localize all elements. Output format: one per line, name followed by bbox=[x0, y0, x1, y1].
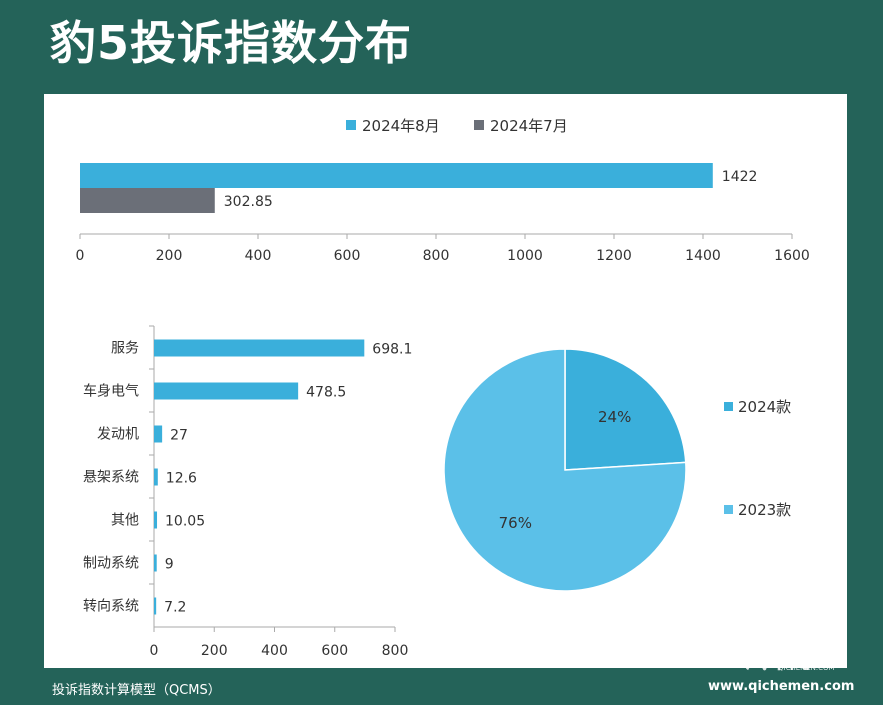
charts-canvas: 2024年8月 2024年7月 1422 302.85 0 200 400 600 800 100… bbox=[76, 117, 810, 659]
x-tick-label: 600 bbox=[334, 248, 361, 264]
legend-swatch bbox=[474, 120, 484, 130]
bar bbox=[80, 188, 215, 213]
x-tick-label: 1400 bbox=[685, 248, 721, 264]
category-label: 转向系统 bbox=[83, 599, 139, 615]
legend-swatch bbox=[724, 402, 733, 411]
data-label: 12.6 bbox=[166, 471, 197, 487]
category-label: 服务 bbox=[111, 341, 139, 357]
data-label: 478.5 bbox=[306, 385, 346, 401]
chart-panel: 2024年8月 2024年7月 1422 302.85 0 200 400 600 800 100… bbox=[44, 94, 847, 668]
x-tick-label: 1600 bbox=[774, 248, 810, 264]
bar bbox=[154, 554, 157, 572]
category-label: 其他 bbox=[111, 513, 139, 529]
x-tick-label: 0 bbox=[76, 248, 85, 264]
data-label: 27 bbox=[170, 428, 188, 444]
x-tick-label: 1000 bbox=[507, 248, 543, 264]
legend-label: 2024年7月 bbox=[490, 117, 568, 135]
bar bbox=[154, 382, 299, 400]
logo-text: 汽车门 bbox=[745, 649, 812, 674]
x-tick-label: 0 bbox=[150, 643, 159, 659]
bar bbox=[154, 468, 158, 486]
category-label: 悬架系统 bbox=[83, 470, 139, 486]
x-tick-label: 200 bbox=[156, 248, 183, 264]
slice-label: 76% bbox=[499, 514, 532, 532]
site-logo: 汽车门 bbox=[745, 643, 811, 675]
legend-swatch bbox=[346, 120, 356, 130]
site-logo-sub: QICHEMEN.COM bbox=[778, 664, 835, 672]
data-label: 1422 bbox=[722, 169, 758, 185]
x-tick-label: 1200 bbox=[596, 248, 632, 264]
x-tick-label: 400 bbox=[261, 643, 288, 659]
x-tick-label: 200 bbox=[201, 643, 228, 659]
x-tick-label: 600 bbox=[321, 643, 348, 659]
footer-site-url: www.qichemen.com bbox=[708, 679, 855, 694]
legend-label: 2023款 bbox=[738, 501, 791, 519]
bar bbox=[80, 163, 713, 188]
page-title: 豹5投诉指数分布 bbox=[50, 16, 413, 70]
footer-model-label: 投诉指数计算模型（QCMS） bbox=[52, 683, 221, 698]
x-tick-label: 800 bbox=[423, 248, 450, 264]
data-label: 10.05 bbox=[165, 514, 205, 530]
x-tick-label: 400 bbox=[245, 248, 272, 264]
legend-label: 2024款 bbox=[738, 398, 791, 416]
pie-slice bbox=[564, 348, 687, 471]
pie-slice bbox=[443, 348, 687, 592]
bar bbox=[154, 339, 365, 357]
data-label: 9 bbox=[165, 557, 174, 573]
slice-label: 24% bbox=[598, 408, 631, 426]
x-tick-label: 800 bbox=[382, 643, 409, 659]
bar bbox=[154, 597, 157, 615]
data-label: 302.85 bbox=[224, 194, 273, 210]
data-label: 7.2 bbox=[164, 600, 186, 616]
category-label: 车身电气 bbox=[83, 383, 139, 400]
bar bbox=[154, 425, 163, 443]
legend-label: 2024年8月 bbox=[362, 117, 440, 135]
category-label: 制动系统 bbox=[83, 556, 139, 572]
data-label: 698.1 bbox=[372, 342, 412, 358]
category-label: 发动机 bbox=[97, 427, 139, 443]
bar bbox=[154, 511, 158, 529]
legend-swatch bbox=[724, 505, 733, 514]
